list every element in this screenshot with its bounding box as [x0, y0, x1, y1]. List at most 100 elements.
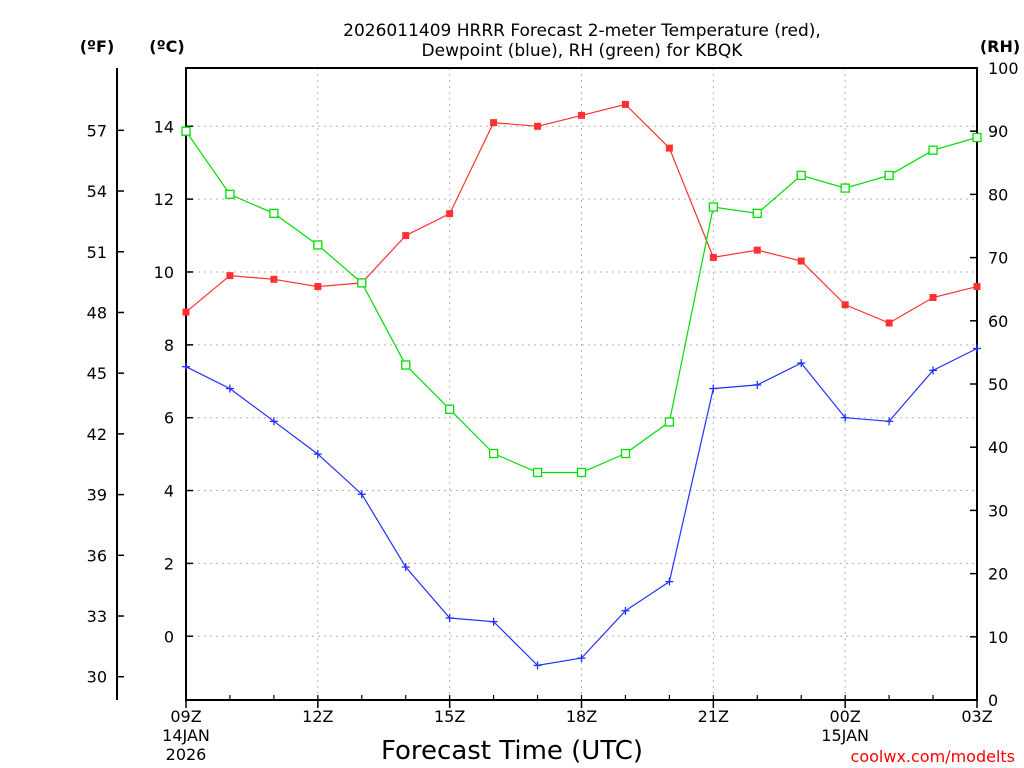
x-tick-label: 00Z — [830, 707, 861, 726]
relative-humidity-point — [181, 126, 191, 136]
dewpoint-point — [577, 654, 586, 663]
grid-lines — [186, 68, 977, 700]
fahrenheit-tick-label: 33 — [87, 607, 107, 626]
celsius-unit-label: (ºC) — [149, 37, 184, 56]
fahrenheit-unit-label: (ºF) — [80, 37, 115, 56]
2-meter-temperature-point — [621, 100, 629, 108]
chart-title-line-1: 2026011409 HRRR Forecast 2-meter Tempera… — [343, 21, 821, 41]
dewpoint-point — [621, 606, 630, 615]
x-tick-label: 21Z — [698, 707, 729, 726]
relative-humidity-point — [313, 240, 323, 250]
rh-tick-label: 30 — [988, 501, 1008, 520]
dewpoint-point — [489, 617, 498, 626]
fahrenheit-tick-label: 42 — [87, 425, 107, 444]
2-meter-temperature-point — [929, 293, 937, 301]
fahrenheit-tick-label: 39 — [87, 486, 107, 505]
dewpoint-point — [753, 380, 762, 389]
fahrenheit-tick-label: 51 — [87, 243, 107, 262]
relative-humidity-point — [576, 467, 587, 478]
2-meter-temperature-point — [314, 283, 322, 291]
axes: 30 33 36 39 42 45 48 51 54 57 0 2 4 6 8 10 12 14 0 10 20 30 40… — [87, 59, 1019, 764]
2-meter-temperature-point — [753, 246, 761, 254]
x-date-label: 14JAN — [162, 726, 210, 745]
dewpoint-point — [313, 450, 322, 459]
2-meter-temperature-point — [446, 210, 454, 218]
relative-humidity-point — [401, 360, 411, 370]
x-date-label: 15JAN — [821, 726, 869, 745]
plot-frame — [185, 67, 978, 701]
rh-tick-label: 40 — [988, 438, 1008, 457]
dewpoint-point — [929, 366, 938, 375]
celsius-tick-label: 8 — [164, 336, 174, 355]
celsius-tick-label: 14 — [154, 117, 174, 136]
relative-humidity-point — [972, 132, 982, 143]
relative-humidity-point — [225, 189, 235, 200]
fahrenheit-tick-label: 54 — [87, 182, 107, 201]
2-meter-temperature-series — [182, 100, 981, 327]
relative-humidity-point — [357, 278, 367, 288]
dewpoint-series — [182, 344, 981, 670]
rh-tick-label: 60 — [988, 312, 1008, 331]
relative-humidity-point — [884, 170, 894, 181]
2-meter-temperature-point — [973, 283, 981, 291]
celsius-tick-label: 4 — [164, 482, 174, 501]
celsius-tick-label: 2 — [164, 554, 174, 573]
celsius-tick-label: 6 — [164, 409, 174, 428]
fahrenheit-tick-label: 36 — [87, 546, 107, 565]
dewpoint-point — [709, 384, 718, 393]
relative-humidity-point — [752, 208, 762, 219]
x-date-label: 2026 — [166, 745, 207, 764]
relative-humidity-point — [664, 417, 675, 427]
dewpoint-point — [533, 661, 542, 670]
rh-tick-label: 100 — [988, 59, 1019, 78]
2-meter-temperature-point — [841, 301, 849, 309]
dewpoint-point — [885, 417, 894, 426]
relative-humidity-point — [796, 170, 806, 181]
dewpoint-point — [665, 577, 674, 586]
fahrenheit-tick-label: 57 — [87, 121, 107, 140]
rh-tick-label: 90 — [988, 122, 1008, 141]
dewpoint-point — [357, 490, 366, 499]
relative-humidity-series — [181, 126, 982, 478]
rh-tick-label: 80 — [988, 185, 1008, 204]
x-tick-label: 18Z — [566, 707, 597, 726]
relative-humidity-point — [532, 467, 543, 478]
relative-humidity-point — [708, 202, 718, 212]
dewpoint-point — [225, 384, 234, 393]
dewpoint-point — [973, 344, 981, 353]
celsius-tick-label: 0 — [164, 627, 174, 646]
dewpoint-point — [841, 413, 850, 422]
rh-unit-label: (RH) — [980, 37, 1020, 56]
relative-humidity-point — [840, 183, 850, 193]
rh-tick-label: 10 — [988, 628, 1008, 647]
2-meter-temperature-point — [182, 308, 190, 316]
dewpoint-point — [182, 362, 190, 371]
fahrenheit-tick-label: 30 — [87, 668, 107, 687]
2-meter-temperature-point — [402, 232, 410, 240]
relative-humidity-point — [269, 208, 279, 219]
2-meter-temperature-point — [709, 253, 717, 261]
2-meter-temperature-point — [534, 122, 542, 130]
fahrenheit-tick-label: 48 — [87, 303, 107, 322]
fahrenheit-tick-label: 45 — [87, 364, 107, 383]
chart-title-line-2: Dewpoint (blue), RH (green) for KBQK — [422, 41, 744, 61]
relative-humidity-point — [445, 404, 455, 414]
rh-tick-label: 70 — [988, 249, 1008, 268]
data-series — [181, 100, 982, 670]
rh-tick-label: 0 — [988, 691, 998, 710]
relative-humidity-point — [928, 145, 938, 155]
dewpoint-point — [269, 417, 278, 426]
2-meter-temperature-point — [797, 257, 805, 265]
celsius-tick-label: 10 — [154, 263, 174, 282]
x-tick-label: 03Z — [961, 707, 992, 726]
2-meter-temperature-point — [490, 119, 498, 127]
2-meter-temperature-point — [578, 111, 585, 119]
x-axis-label: Forecast Time (UTC) — [381, 736, 643, 766]
dewpoint-point — [401, 563, 410, 572]
dewpoint-point — [445, 614, 454, 623]
x-tick-label: 12Z — [302, 707, 333, 726]
relative-humidity-point — [620, 448, 631, 459]
2-meter-temperature-point — [665, 144, 673, 152]
dewpoint-point — [797, 359, 806, 368]
celsius-tick-label: 12 — [154, 190, 174, 209]
